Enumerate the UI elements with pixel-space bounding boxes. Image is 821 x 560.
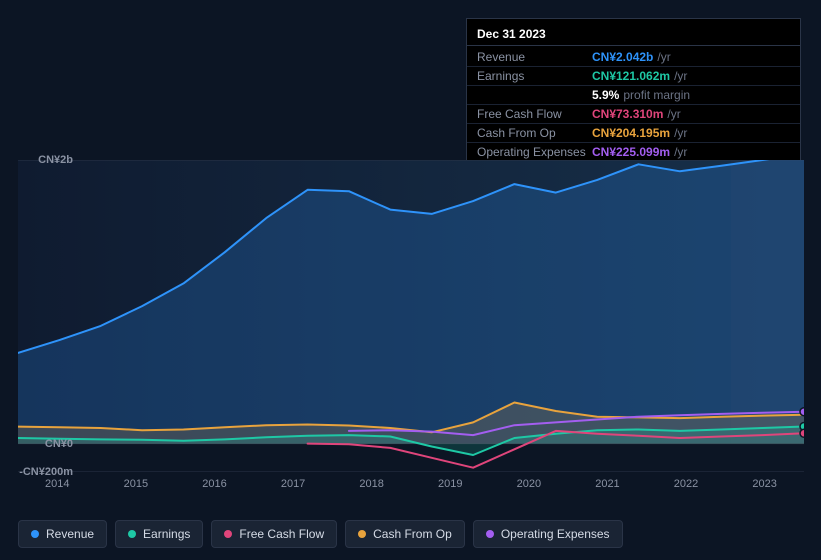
x-axis: 2014201520162017201820192020202120222023: [18, 478, 804, 490]
x-axis-label: 2017: [254, 478, 333, 490]
x-axis-label: 2019: [411, 478, 490, 490]
legend-dot-icon: [31, 530, 39, 538]
legend-item[interactable]: Earnings: [115, 520, 203, 548]
financials-chart[interactable]: [18, 160, 804, 472]
x-axis-label: 2021: [568, 478, 647, 490]
legend-item[interactable]: Free Cash Flow: [211, 520, 337, 548]
tooltip-row: 5.9% profit margin: [467, 86, 800, 105]
chart-tooltip: Dec 31 2023 RevenueCN¥2.042b/yrEarningsC…: [466, 18, 801, 168]
tooltip-row: RevenueCN¥2.042b/yr: [467, 48, 800, 67]
tooltip-metric-suffix: /yr: [657, 50, 670, 64]
legend-dot-icon: [486, 530, 494, 538]
tooltip-metric-suffix: /yr: [674, 145, 687, 159]
x-axis-label: 2023: [725, 478, 804, 490]
legend-item[interactable]: Operating Expenses: [473, 520, 623, 548]
y-axis-label: CN¥0: [18, 438, 73, 450]
x-axis-label: 2014: [18, 478, 97, 490]
tooltip-row: Operating ExpensesCN¥225.099m/yr: [467, 143, 800, 161]
x-axis-label: 2020: [490, 478, 569, 490]
tooltip-margin-label: profit margin: [623, 88, 690, 102]
tooltip-metric-suffix: /yr: [667, 107, 680, 121]
legend-dot-icon: [358, 530, 366, 538]
y-axis-label: -CN¥200m: [18, 466, 73, 478]
legend-label: Cash From Op: [373, 527, 452, 541]
legend-dot-icon: [128, 530, 136, 538]
tooltip-metric-suffix: /yr: [674, 69, 687, 83]
tooltip-metric-value: CN¥121.062m: [592, 69, 670, 83]
legend-label: Revenue: [46, 527, 94, 541]
legend-label: Earnings: [143, 527, 190, 541]
legend-dot-icon: [224, 530, 232, 538]
tooltip-metric-label: Earnings: [477, 69, 592, 83]
tooltip-margin-value: 5.9%: [592, 88, 619, 102]
tooltip-metric-label: Revenue: [477, 50, 592, 64]
tooltip-metric-label: Free Cash Flow: [477, 107, 592, 121]
x-axis-label: 2022: [647, 478, 726, 490]
legend: Revenue Earnings Free Cash Flow Cash From O…: [18, 520, 623, 548]
tooltip-metric-label: Cash From Op: [477, 126, 592, 140]
tooltip-metric-label: Operating Expenses: [477, 145, 592, 159]
legend-item[interactable]: Cash From Op: [345, 520, 465, 548]
tooltip-metric-value: CN¥2.042b: [592, 50, 653, 64]
tooltip-row: EarningsCN¥121.062m/yr: [467, 67, 800, 86]
x-axis-label: 2018: [332, 478, 411, 490]
tooltip-metric-value: CN¥73.310m: [592, 107, 663, 121]
tooltip-date: Dec 31 2023: [467, 25, 800, 46]
tooltip-row: Free Cash FlowCN¥73.310m/yr: [467, 105, 800, 124]
x-axis-label: 2015: [97, 478, 176, 490]
legend-item[interactable]: Revenue: [18, 520, 107, 548]
legend-label: Free Cash Flow: [239, 527, 324, 541]
chart-container: CN¥2bCN¥0-CN¥200m 2014201520162017201820…: [18, 160, 804, 490]
tooltip-metric-suffix: /yr: [674, 126, 687, 140]
x-axis-label: 2016: [175, 478, 254, 490]
tooltip-metric-value: CN¥204.195m: [592, 126, 670, 140]
legend-label: Operating Expenses: [501, 527, 610, 541]
tooltip-metric-value: CN¥225.099m: [592, 145, 670, 159]
tooltip-row: Cash From OpCN¥204.195m/yr: [467, 124, 800, 143]
y-axis-label: CN¥2b: [18, 154, 73, 166]
